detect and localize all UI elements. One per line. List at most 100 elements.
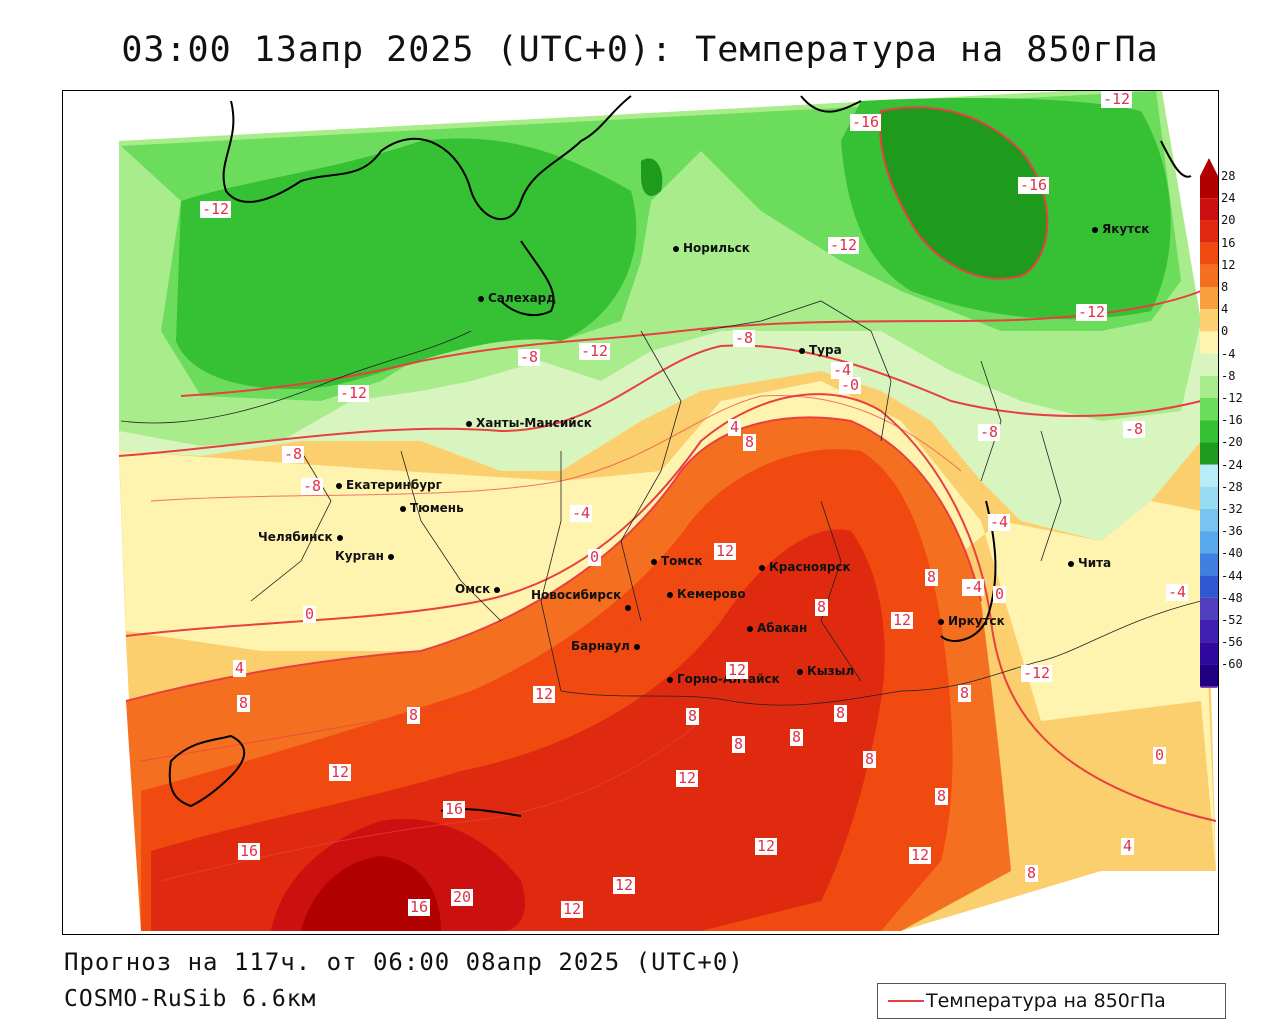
city-label: Салехард: [488, 291, 556, 305]
colorbar-swatch: [1200, 553, 1218, 576]
colorbar-tick-label: -48: [1221, 590, 1243, 605]
city-label: Иркутск: [948, 614, 1005, 628]
legend-box: Температура на 850гПа: [877, 983, 1226, 1019]
colorbar-tick-label: -8: [1221, 368, 1236, 383]
city-marker: [1068, 560, 1074, 567]
contour-label: 20: [451, 888, 474, 906]
contour-label: 8: [958, 684, 972, 702]
contour-label: -12: [1021, 664, 1053, 682]
city-label: Барнаул: [571, 639, 630, 653]
admin-borders: [120, 300, 1202, 706]
city-kurgan: Курган: [335, 549, 398, 563]
colorbar-swatch: [1200, 375, 1218, 398]
city-norilsk: Норильск: [673, 241, 750, 255]
contour-label: 12: [676, 769, 699, 787]
contour-label: -8: [518, 348, 541, 366]
city-tomsk: Томск: [651, 554, 703, 568]
city-ekaterinburg: Екатеринбург: [336, 478, 442, 492]
city-chelyabinsk: Челябинск: [258, 530, 347, 544]
contour-label: 8: [743, 433, 757, 451]
city-marker: [466, 420, 472, 427]
contour-label: -4: [570, 504, 593, 522]
contour-label: -12: [1101, 90, 1133, 108]
colorbar: [1200, 158, 1218, 688]
contour-label: -12: [338, 384, 370, 402]
city-label: Красноярск: [769, 560, 851, 574]
colorbar-tick-label: -4: [1221, 346, 1236, 361]
contour-label: 12: [714, 542, 737, 560]
contour-label: 12: [561, 900, 584, 918]
contour-label: 0: [303, 605, 317, 623]
colorbar-swatch: [1200, 509, 1218, 532]
colorbar-swatch: [1200, 597, 1218, 620]
contour-lines: [118, 106, 1217, 822]
contour-label: 8: [732, 735, 746, 753]
city-marker: [938, 618, 944, 625]
city-label: Томск: [661, 554, 703, 568]
city-label: Курган: [335, 549, 384, 563]
colorbar-swatch: [1200, 575, 1218, 598]
page-title: 03:00 13апр 2025 (UTC+0): Температура на…: [121, 30, 1159, 70]
colorbar-tick-label: 8: [1221, 280, 1229, 294]
contour-label: 8: [925, 568, 939, 586]
contour-label: -8: [282, 445, 305, 463]
colorbar-tick-label: 4: [1221, 302, 1229, 317]
contour-label: -4: [831, 361, 854, 379]
city-irkutsk: Иркутск: [938, 614, 1005, 628]
city-label: Горно-Алтайск: [677, 672, 780, 686]
contour-label: 8: [237, 694, 251, 712]
city-novosibirsk: Новосибирск: [531, 588, 635, 611]
contour-label: 4: [728, 418, 742, 436]
contour-label: 8: [790, 728, 804, 746]
city-label: Омск: [455, 582, 491, 596]
contour-label: 0: [993, 585, 1007, 603]
city-label: Ханты-Мансийск: [476, 416, 592, 430]
colorbar-swatch: [1200, 442, 1218, 465]
colorbar-tick-label: 24: [1221, 191, 1236, 206]
contour-label: 8: [935, 787, 949, 805]
forecast-info: Прогноз на 117ч. от 06:00 08апр 2025 (UT…: [64, 948, 744, 976]
temperature-map: [63, 91, 1218, 934]
city-marker: [387, 553, 394, 560]
city-marker: [797, 668, 803, 675]
colorbar-tick-label: -60: [1221, 657, 1243, 672]
city-marker: [336, 534, 343, 541]
city-marker: [633, 643, 640, 650]
contour-label: -4: [1166, 583, 1189, 601]
contour-label: 12: [533, 685, 556, 703]
city-marker: [651, 558, 657, 565]
city-marker: [478, 295, 484, 302]
city-marker: [625, 604, 632, 611]
colorbar-tick-label: -12: [1221, 391, 1243, 405]
contour-label: 16: [408, 898, 431, 916]
contour-label: 12: [613, 876, 636, 894]
colorbar-swatch: [1200, 198, 1218, 221]
contour-label: -8: [978, 423, 1001, 441]
colorbar-swatch: [1200, 531, 1218, 554]
colorbar-tick-label: 12: [1221, 257, 1236, 272]
city-label: Кызыл: [807, 664, 855, 678]
colorbar-swatch: [1200, 287, 1218, 310]
city-tura: Тура: [799, 343, 842, 357]
city-gorno-altaysk: Горно-Алтайск: [667, 672, 780, 686]
city-label: Норильск: [683, 241, 750, 255]
cold-core-east: [880, 107, 1048, 279]
contour-label: 12: [755, 837, 778, 855]
city-yakutsk: Якутск: [1092, 222, 1149, 236]
colorbar-swatch: [1200, 464, 1218, 487]
contour-label: -8: [733, 329, 756, 347]
colorbar-swatch: [1200, 420, 1218, 443]
city-label: Чита: [1078, 556, 1112, 570]
city-marker: [1092, 226, 1098, 233]
hot-core-2: [301, 856, 441, 931]
colorbar-tick-label: -40: [1221, 546, 1243, 561]
legend-line-sample: [888, 1000, 924, 1002]
colorbar-bottom-arrow: [1200, 686, 1218, 688]
colorbar-tick-label: -44: [1221, 568, 1243, 583]
map-area[interactable]: Норильск Якутск Салехард Тура Ханты-Манс…: [62, 90, 1219, 935]
contour-label: -12: [579, 342, 611, 360]
colorbar-swatch: [1200, 664, 1218, 687]
colorbar-swatch: [1200, 331, 1218, 354]
city-kyzyl: Кызыл: [797, 664, 854, 678]
colorbar-swatch: [1200, 620, 1218, 643]
